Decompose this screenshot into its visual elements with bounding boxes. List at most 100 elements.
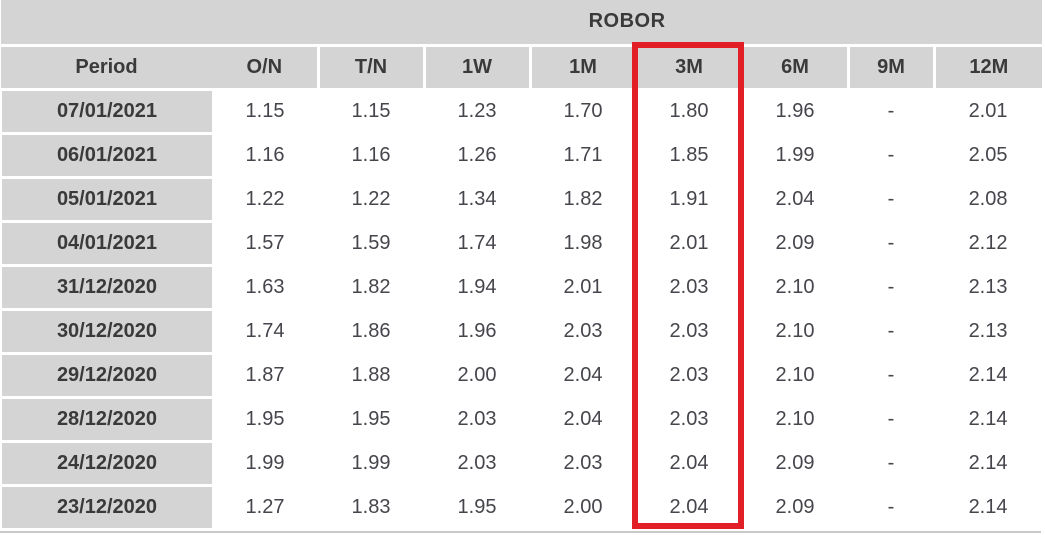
rate-cell-6m: 2.09 xyxy=(742,485,848,531)
rate-cell-3m: 1.80 xyxy=(636,89,742,135)
column-header-6m: 6M xyxy=(740,45,848,91)
rate-cell-12m: 2.08 xyxy=(934,177,1043,223)
period-cell: 07/01/2021 xyxy=(0,89,212,135)
rate-cell-1m: 1.98 xyxy=(530,221,636,267)
rate-cell-3m: 2.01 xyxy=(636,221,742,267)
period-cell: 28/12/2020 xyxy=(0,397,212,443)
column-header-9m: 9M xyxy=(846,45,934,91)
rate-cell-tn: 1.99 xyxy=(318,441,424,487)
rate-cell-3m: 1.91 xyxy=(636,177,742,223)
period-cell: 23/12/2020 xyxy=(0,485,212,531)
title-spacer-cell xyxy=(1,0,212,47)
rate-cell-12m: 2.13 xyxy=(934,265,1043,311)
rate-cell-1w: 1.94 xyxy=(424,265,530,311)
period-cell: 05/01/2021 xyxy=(0,177,212,223)
rate-cell-9m: - xyxy=(848,353,934,399)
rate-cell-3m: 2.03 xyxy=(636,353,742,399)
table-row: 28/12/2020 1.95 1.95 2.03 2.04 2.03 2.10-2.14 xyxy=(0,397,1043,443)
rate-cell-3m: 2.03 xyxy=(636,309,742,355)
rate-cell-9m: - xyxy=(848,177,934,223)
rate-cell-9m: - xyxy=(848,221,934,267)
rate-cell-tn: 1.83 xyxy=(318,485,424,531)
rate-cell-12m: 2.14 xyxy=(934,397,1043,443)
table-row: 24/12/2020 1.99 1.99 2.03 2.03 2.04 2.09-2.14 xyxy=(0,441,1043,487)
rate-cell-3m: 2.03 xyxy=(636,397,742,443)
period-cell: 29/12/2020 xyxy=(0,353,212,399)
rate-cell-tn: 1.15 xyxy=(318,89,424,135)
header-row: Period O/N T/N 1W 1M 3M 6M 9M 12M xyxy=(1,45,1043,91)
rate-cell-9m: - xyxy=(848,133,934,179)
rate-cell-1w: 1.26 xyxy=(424,133,530,179)
column-header-1m: 1M xyxy=(528,45,636,91)
rate-cell-3m: 2.04 xyxy=(636,485,742,531)
rate-cell-tn: 1.88 xyxy=(318,353,424,399)
rate-cell-1m: 2.01 xyxy=(530,265,636,311)
rate-cell-12m: 2.14 xyxy=(934,353,1043,399)
rate-cell-9m: - xyxy=(848,485,934,531)
rate-cell-tn: 1.82 xyxy=(318,265,424,311)
rate-cell-1w: 2.03 xyxy=(424,397,530,443)
column-header-12m: 12M xyxy=(932,45,1043,91)
rate-cell-9m: - xyxy=(848,265,934,311)
rate-cell-9m: - xyxy=(848,89,934,135)
rate-cell-on: 1.95 xyxy=(212,397,318,443)
rate-cell-12m: 2.01 xyxy=(934,89,1043,135)
period-cell: 30/12/2020 xyxy=(0,309,212,355)
table-row: 30/12/2020 1.74 1.86 1.96 2.03 2.03 2.10-2.13 xyxy=(0,309,1043,355)
rate-cell-1w: 1.74 xyxy=(424,221,530,267)
rate-cell-on: 1.22 xyxy=(212,177,318,223)
rate-cell-1m: 1.82 xyxy=(530,177,636,223)
rate-cell-6m: 2.10 xyxy=(742,397,848,443)
rate-cell-6m: 2.04 xyxy=(742,177,848,223)
rate-cell-on: 1.74 xyxy=(212,309,318,355)
rate-cell-12m: 2.05 xyxy=(934,133,1043,179)
table-bottom-rule xyxy=(0,530,1041,533)
rate-cell-1w: 1.34 xyxy=(424,177,530,223)
period-cell: 04/01/2021 xyxy=(0,221,212,267)
column-header-3m: 3M xyxy=(634,45,742,91)
table-row: 05/01/2021 1.22 1.22 1.34 1.82 1.91 2.04-2.08 xyxy=(0,177,1043,223)
rate-cell-on: 1.63 xyxy=(212,265,318,311)
rate-cell-on: 1.57 xyxy=(212,221,318,267)
rate-cell-1w: 2.00 xyxy=(424,353,530,399)
rate-cell-1m: 2.03 xyxy=(530,441,636,487)
rate-cell-on: 1.87 xyxy=(212,353,318,399)
column-header-on: O/N xyxy=(212,45,318,91)
rate-cell-1m: 2.00 xyxy=(530,485,636,531)
rate-cell-1m: 1.71 xyxy=(530,133,636,179)
rate-cell-tn: 1.86 xyxy=(318,309,424,355)
rate-cell-tn: 1.95 xyxy=(318,397,424,443)
table-row: 06/01/2021 1.16 1.16 1.26 1.71 1.85 1.99-2.05 xyxy=(0,133,1043,179)
table-row: 23/12/2020 1.27 1.83 1.95 2.00 2.04 2.09-2.14 xyxy=(0,485,1043,531)
rate-cell-6m: 2.10 xyxy=(742,309,848,355)
rate-cell-6m: 2.09 xyxy=(742,441,848,487)
rate-cell-6m: 2.10 xyxy=(742,265,848,311)
rate-cell-9m: - xyxy=(848,309,934,355)
rate-cell-tn: 1.22 xyxy=(318,177,424,223)
rate-cell-on: 1.27 xyxy=(212,485,318,531)
rate-cell-tn: 1.16 xyxy=(318,133,424,179)
column-header-period: Period xyxy=(1,45,212,91)
period-cell: 24/12/2020 xyxy=(0,441,212,487)
period-cell: 31/12/2020 xyxy=(0,265,212,311)
table-row: 04/01/2021 1.57 1.59 1.74 1.98 2.01 2.09-2.12 xyxy=(0,221,1043,267)
rate-cell-12m: 2.14 xyxy=(934,441,1043,487)
column-header-tn: T/N xyxy=(316,45,424,91)
rate-cell-1m: 2.04 xyxy=(530,353,636,399)
table-row: 29/12/2020 1.87 1.88 2.00 2.04 2.03 2.10-2.14 xyxy=(0,353,1043,399)
period-cell: 06/01/2021 xyxy=(0,133,212,179)
rate-cell-1w: 2.03 xyxy=(424,441,530,487)
table-row: 07/01/2021 1.15 1.15 1.23 1.70 1.80 1.96-2.01 xyxy=(0,89,1043,135)
rate-cell-on: 1.99 xyxy=(212,441,318,487)
rate-cell-12m: 2.13 xyxy=(934,309,1043,355)
rate-cell-1w: 1.96 xyxy=(424,309,530,355)
rate-cell-1m: 2.04 xyxy=(530,397,636,443)
column-header-1w: 1W xyxy=(422,45,530,91)
rate-cell-1w: 1.23 xyxy=(424,89,530,135)
rate-cell-1w: 1.95 xyxy=(424,485,530,531)
rate-cell-1m: 1.70 xyxy=(530,89,636,135)
rate-cell-on: 1.15 xyxy=(212,89,318,135)
rate-cell-1m: 2.03 xyxy=(530,309,636,355)
